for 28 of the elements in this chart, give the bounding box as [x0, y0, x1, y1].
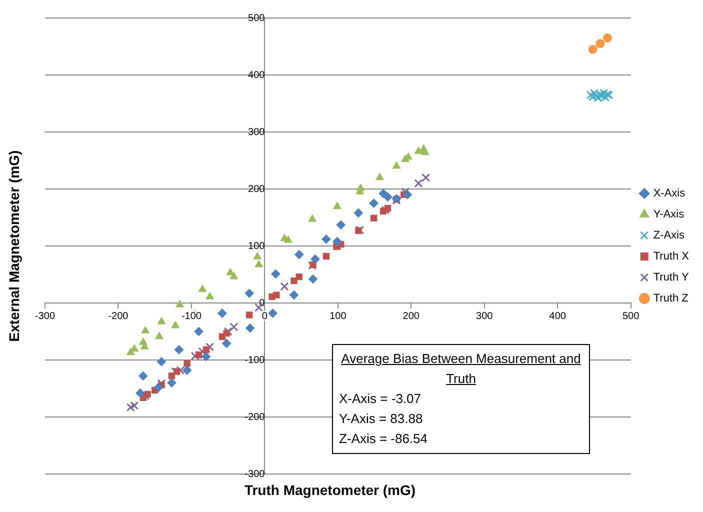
x-tick-label: -300 [34, 310, 56, 322]
y-tick-label: 200 [248, 184, 266, 195]
y-tick-label: 500 [248, 12, 266, 24]
legend-label: Y-Axis [653, 208, 685, 221]
legend-label: Truth Y [653, 272, 690, 284]
legend-label: Truth X [653, 250, 690, 263]
x-tick-label: 500 [622, 310, 640, 322]
legend-label: Z-Axis [653, 230, 686, 242]
y-tick-label: -300 [244, 468, 266, 480]
legend-label: X-Axis [653, 188, 686, 200]
annotation: X-Axis = -3.07 [339, 390, 422, 408]
annotation: Average Bias Between Measurement and Truth [340, 350, 582, 388]
y-tick-label: 400 [248, 70, 266, 81]
x-tick-label: -100 [181, 310, 202, 322]
x-tick-label: 300 [476, 310, 494, 322]
y-axis-title: External Magnetometer (mG) [6, 150, 22, 342]
y-tick-label: -200 [244, 412, 266, 423]
y-tick-label: 300 [248, 126, 266, 138]
y-tick-label: -100 [244, 354, 266, 366]
annotation: Z-Axis = -86.54 [339, 430, 429, 448]
y-tick-label: 100 [248, 240, 266, 252]
x-tick-label: -200 [108, 310, 129, 322]
x-tick-label: 100 [330, 310, 347, 322]
x-tick-label: 400 [549, 310, 566, 322]
x-axis-title: Truth Magnetometer (mG) [244, 482, 416, 498]
x-tick-label: 200 [402, 310, 420, 322]
legend-label: Truth Z [653, 292, 689, 305]
annotation: Y-Axis = 83.88 [339, 410, 424, 428]
